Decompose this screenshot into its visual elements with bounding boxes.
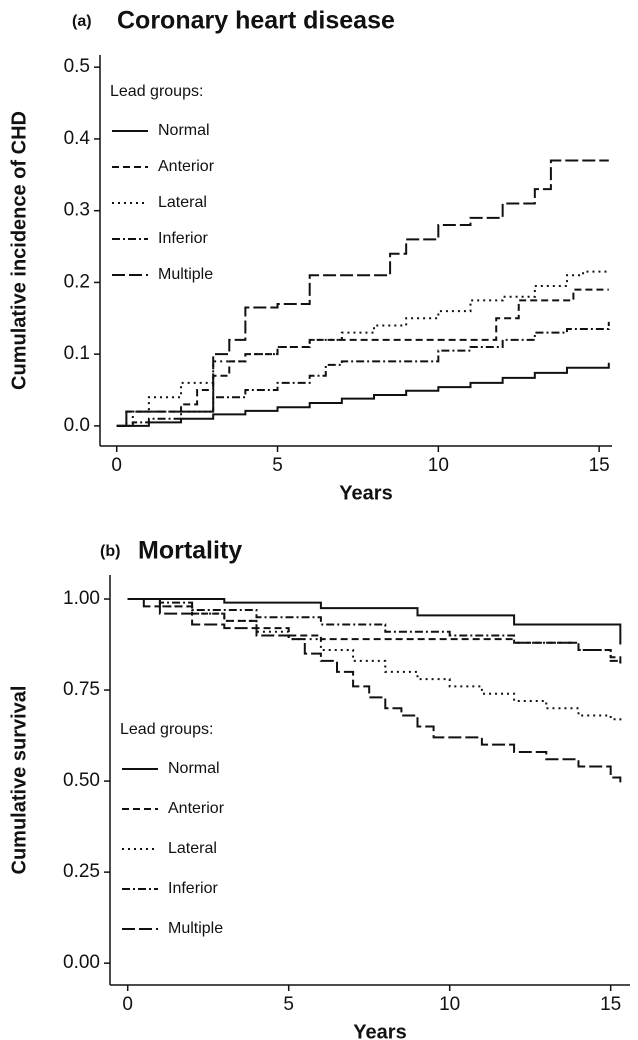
x-tick-label: 10 bbox=[428, 455, 449, 476]
panel-label: (a) bbox=[72, 13, 92, 30]
x-tick-label: 15 bbox=[600, 994, 621, 1015]
y-tick-label: 0.4 bbox=[64, 128, 91, 149]
x-tick-label: 5 bbox=[272, 455, 283, 476]
chart-title: Mortality bbox=[138, 537, 242, 565]
series-line bbox=[116, 362, 610, 427]
series-line bbox=[127, 598, 622, 785]
y-axis-title: Cumulative incidence of CHD bbox=[8, 111, 30, 390]
series-line bbox=[116, 270, 609, 427]
legend-label: Lateral bbox=[158, 194, 207, 211]
series-line bbox=[127, 598, 622, 645]
x-tick-label: 0 bbox=[111, 455, 122, 476]
x-tick-label: 15 bbox=[589, 455, 610, 476]
y-tick-label: 0.5 bbox=[64, 56, 90, 77]
legend-label: Multiple bbox=[168, 920, 223, 937]
legend-label: Normal bbox=[168, 760, 220, 777]
y-tick-label: 0.0 bbox=[64, 415, 90, 436]
legend-label: Inferior bbox=[158, 230, 208, 247]
x-axis-title: Years bbox=[339, 482, 392, 504]
legend-label: Multiple bbox=[158, 266, 213, 283]
y-tick-label: 0.50 bbox=[63, 770, 100, 791]
y-tick-label: 1.00 bbox=[63, 588, 100, 609]
y-tick-label: 0.25 bbox=[63, 861, 100, 882]
y-tick-label: 0.2 bbox=[64, 271, 90, 292]
legend-label: Inferior bbox=[168, 880, 218, 897]
y-tick-label: 0.1 bbox=[64, 343, 90, 364]
legend-label: Anterior bbox=[158, 158, 215, 175]
y-tick-label: 0.00 bbox=[63, 952, 100, 973]
y-tick-label: 0.75 bbox=[63, 679, 100, 700]
y-tick-label: 0.3 bbox=[64, 200, 90, 221]
chart-title: Coronary heart disease bbox=[117, 7, 395, 35]
x-axis-title: Years bbox=[353, 1021, 406, 1040]
x-tick-label: 5 bbox=[283, 994, 294, 1015]
x-tick-label: 0 bbox=[122, 994, 133, 1015]
legend-title: Lead groups: bbox=[120, 721, 213, 738]
series-line bbox=[127, 598, 622, 665]
series-line bbox=[127, 598, 622, 723]
x-tick-label: 10 bbox=[439, 994, 460, 1015]
legend-label: Normal bbox=[158, 122, 210, 139]
legend-label: Lateral bbox=[168, 840, 217, 857]
legend-label: Anterior bbox=[168, 800, 225, 817]
series-line bbox=[116, 288, 609, 427]
y-axis-title: Cumulative survival bbox=[8, 686, 30, 875]
series-line bbox=[116, 159, 609, 427]
panel-label: (b) bbox=[100, 543, 120, 560]
legend-title: Lead groups: bbox=[110, 83, 203, 100]
